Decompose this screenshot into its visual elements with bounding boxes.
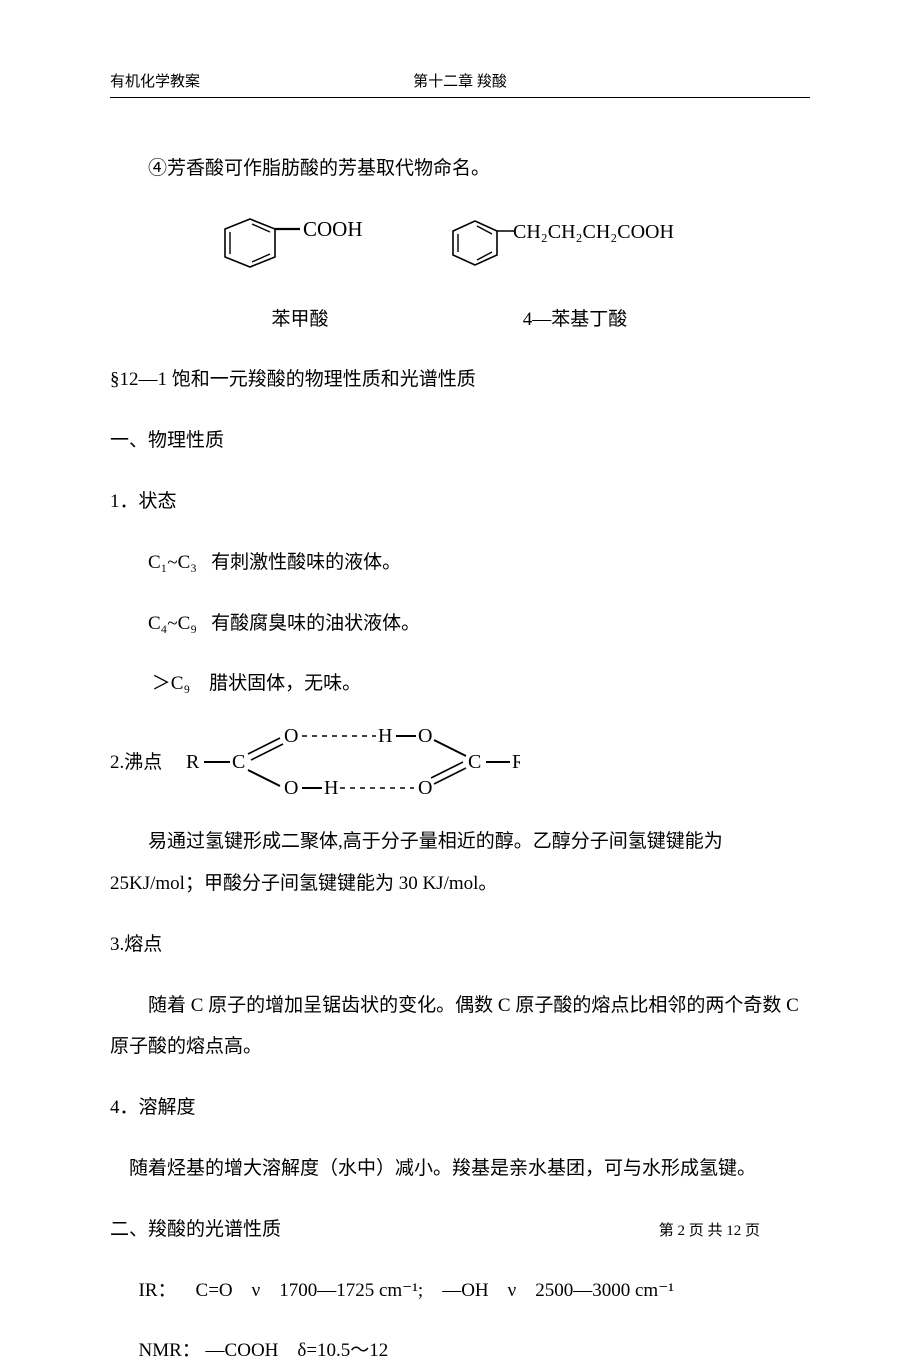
- dimer-svg: R C O O H H O O: [180, 724, 520, 802]
- page-footer: 第 2 页 共 12 页: [659, 1219, 760, 1240]
- svg-text:H: H: [378, 725, 392, 747]
- ir-range1: 1700—1725 cm⁻¹;: [279, 1280, 423, 1301]
- body: ④芳香酸可作脂肪酸的芳基取代物命名。 COOH 苯甲酸: [110, 148, 810, 1372]
- structure-benzoic: COOH 苯甲酸: [215, 209, 385, 341]
- footer-current: 2: [677, 1223, 685, 1239]
- state-line-c49: C₄~C₉ 有酸腐臭味的油状液体。: [110, 603, 810, 645]
- nmr-line: NMR： —COOH δ=10.5～12: [110, 1330, 810, 1372]
- heading-physical-properties: 一、物理性质: [110, 420, 810, 462]
- ir-range2: 2500—3000 cm⁻¹: [535, 1280, 674, 1301]
- footer-prefix: 第: [659, 1223, 678, 1239]
- state-c13-range: C₁~C₃: [148, 552, 197, 573]
- ir-co: C=O: [196, 1280, 233, 1301]
- nmr-val: δ=10.5～12: [297, 1340, 388, 1361]
- solubility-para: 随着烃基的增大溶解度（水中）减小。羧基是亲水基团，可与水形成氢键。: [110, 1148, 810, 1190]
- benzoic-acid-svg: COOH: [215, 209, 385, 279]
- svg-text:O: O: [284, 725, 298, 747]
- mp-title: 3.熔点: [110, 924, 810, 966]
- state-c13-desc: 有刺激性酸味的液体。: [211, 552, 401, 573]
- page-header: 有机化学教案 第十二章 羧酸: [110, 70, 810, 91]
- header-right: [577, 70, 810, 91]
- svg-text:R: R: [186, 751, 200, 773]
- state-line-c9plus: ＞C₉ 腊状固体，无味。: [110, 663, 810, 705]
- structures-row: COOH 苯甲酸 CH₂CH₂CH₂COOH 4—苯基丁酸: [110, 209, 810, 341]
- bp-dimer-para: 易通过氢键形成二聚体,高于分子量相近的醇。乙醇分子间氢键键能为25KJ/mol；…: [110, 821, 810, 905]
- phenylbutyric-formula-text: CH₂CH₂CH₂COOH: [513, 221, 674, 243]
- benzoic-formula-text: COOH: [303, 217, 363, 241]
- state-c49-range: C₄~C₉: [148, 613, 197, 634]
- svg-text:O: O: [284, 777, 298, 799]
- header-rule: [110, 97, 810, 98]
- header-left: 有机化学教案: [110, 70, 343, 91]
- svg-text:C: C: [468, 751, 481, 773]
- footer-suffix: 页: [741, 1223, 760, 1239]
- nmr-group: —COOH: [206, 1340, 279, 1361]
- state-c49-desc: 有酸腐臭味的油状液体。: [211, 613, 420, 634]
- mp-para: 随着 C 原子的增加呈锯齿状的变化。偶数 C 原子酸的熔点比相邻的两个奇数 C …: [110, 985, 810, 1069]
- state-c9plus-range: ＞C₉: [152, 673, 190, 694]
- svg-text:C: C: [232, 751, 245, 773]
- state-c9plus-desc: 腊状固体，无味。: [209, 673, 361, 694]
- footer-middle: 页 共: [685, 1223, 726, 1239]
- svg-text:H: H: [324, 777, 338, 799]
- header-center: 第十二章 羧酸: [343, 70, 576, 91]
- svg-text:R: R: [512, 751, 520, 773]
- ir-oh: —OH: [442, 1280, 488, 1301]
- phenylbutyric-svg: CH₂CH₂CH₂COOH: [445, 209, 705, 279]
- benzoic-label: 苯甲酸: [215, 299, 385, 341]
- solubility-title: 4．溶解度: [110, 1087, 810, 1129]
- section-12-1-title: §12—1 饱和一元羧酸的物理性质和光谱性质: [110, 359, 810, 401]
- ir-nu2: ν: [508, 1280, 517, 1301]
- ir-label: IR：: [139, 1280, 177, 1301]
- state-line-c13: C₁~C₃ 有刺激性酸味的液体。: [110, 542, 810, 584]
- phenylbutyric-label: 4—苯基丁酸: [445, 299, 705, 341]
- svg-text:O: O: [418, 777, 432, 799]
- svg-text:O: O: [418, 725, 432, 747]
- boiling-point-row: 2.沸点 R C O O H H O: [110, 724, 810, 802]
- nmr-label: NMR：: [139, 1340, 201, 1361]
- ir-line: IR： C=O ν 1700—1725 cm⁻¹; —OH ν 2500—300…: [110, 1270, 810, 1312]
- structure-phenylbutyric: CH₂CH₂CH₂COOH 4—苯基丁酸: [445, 209, 705, 341]
- footer-total: 12: [726, 1223, 741, 1239]
- bp-title: 2.沸点: [110, 742, 162, 784]
- page-root: 有机化学教案 第十二章 羧酸 ④芳香酸可作脂肪酸的芳基取代物命名。 COOH: [0, 0, 920, 1300]
- state-title: 1．状态: [110, 481, 810, 523]
- para-aromatic-naming: ④芳香酸可作脂肪酸的芳基取代物命名。: [110, 148, 810, 190]
- ir-nu1: ν: [252, 1280, 261, 1301]
